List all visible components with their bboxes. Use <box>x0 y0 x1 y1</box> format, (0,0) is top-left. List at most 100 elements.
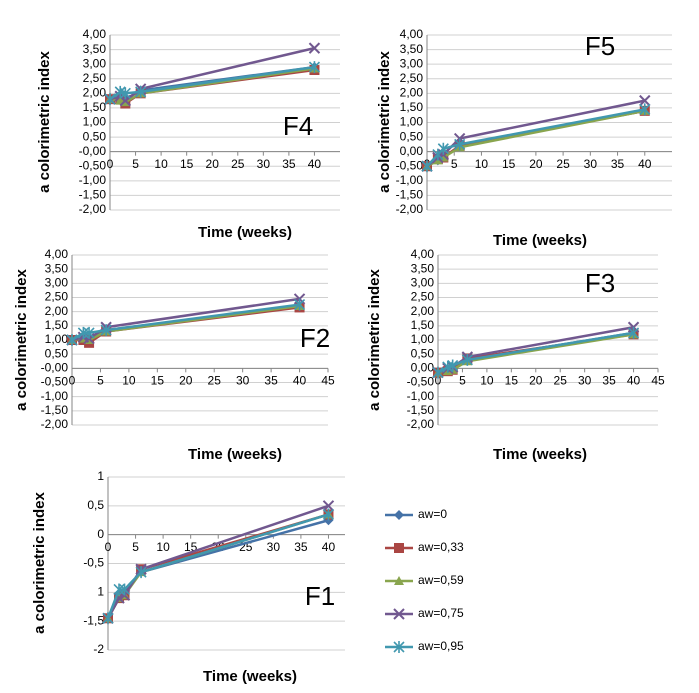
y-tick-label: -1,00 <box>79 173 107 187</box>
y-tick-label: -2,00 <box>79 202 107 216</box>
x-tick-label: 0 <box>107 157 114 171</box>
y-tick-label: 2,50 <box>411 290 435 304</box>
series-line <box>106 504 329 619</box>
x-tick-label: 25 <box>556 157 570 171</box>
legend-label: aw=0,75 <box>418 606 464 620</box>
y-tick-label: 0,00 <box>411 361 435 375</box>
y-tick-label: -1,50 <box>396 188 424 202</box>
marker <box>627 326 640 339</box>
y-tick-label: -2,00 <box>407 417 435 431</box>
y-tick-label: 3,50 <box>400 42 424 56</box>
y-axis-title: a colorimetric index <box>31 491 48 633</box>
x-tick-label: 10 <box>154 157 168 171</box>
y-tick-label: 0 <box>97 527 104 541</box>
y-tick-label: 4,00 <box>83 27 107 41</box>
y-tick-label: -1,50 <box>407 403 435 417</box>
x-tick-label: 45 <box>321 374 335 388</box>
marker <box>437 142 449 155</box>
x-tick-label: 0 <box>435 374 442 388</box>
x-tick-label: 35 <box>282 157 296 171</box>
y-tick-label: 4,00 <box>411 247 435 261</box>
y-tick-label: -0,00 <box>79 144 107 158</box>
y-axis-title: a colorimetric index <box>36 50 53 192</box>
x-tick-label: 10 <box>475 157 489 171</box>
marker <box>135 566 147 579</box>
marker <box>394 543 404 553</box>
x-tick-label: 5 <box>132 157 139 171</box>
x-tick-label: 0 <box>69 374 76 388</box>
x-tick-label: 10 <box>480 374 494 388</box>
marker <box>454 138 466 151</box>
x-tick-label: 40 <box>322 540 336 554</box>
x-tick-label: 5 <box>451 157 458 171</box>
x-tick-label: 25 <box>231 157 245 171</box>
y-axis-title: a colorimetric index <box>13 268 30 410</box>
y-tick-label: -0,5 <box>83 556 104 570</box>
y-tick-label: 0,00 <box>400 144 424 158</box>
y-tick-label: -0,50 <box>396 158 424 172</box>
y-tick-label: -2 <box>93 642 104 656</box>
legend-label: aw=0,33 <box>418 540 464 554</box>
marker <box>308 61 321 74</box>
x-tick-label: 35 <box>264 374 278 388</box>
y-tick-label: -1,50 <box>41 403 69 417</box>
marker <box>118 583 131 596</box>
x-tick-label: 30 <box>578 374 592 388</box>
marker <box>393 608 405 620</box>
annotation: F2 <box>300 323 330 353</box>
y-tick-label: 3,00 <box>411 276 435 290</box>
y-tick-label: 1,00 <box>400 115 424 129</box>
x-tick-label: 0 <box>105 540 112 554</box>
x-tick-label: 40 <box>293 374 307 388</box>
y-tick-label: 3,00 <box>83 56 107 70</box>
y-tick-label: 2,00 <box>83 86 107 100</box>
legend-label: aw=0,59 <box>418 573 464 587</box>
legend-label: aw=0 <box>418 507 447 521</box>
marker <box>119 87 131 100</box>
x-tick-label: 15 <box>151 374 165 388</box>
y-tick-label: 0,50 <box>83 129 107 143</box>
y-tick-label: 0,50 <box>400 129 424 143</box>
x-tick-label: 20 <box>529 157 543 171</box>
y-tick-label: -2,00 <box>41 417 69 431</box>
x-tick-label: 35 <box>294 540 308 554</box>
marker <box>308 42 321 54</box>
x-tick-label: 10 <box>122 374 136 388</box>
marker <box>100 324 112 337</box>
y-axis-title: a colorimetric index <box>376 50 393 192</box>
y-tick-label: 3,50 <box>83 42 107 56</box>
y-tick-label: -1,50 <box>79 188 107 202</box>
x-tick-label: 5 <box>97 374 104 388</box>
x-axis-title: Time (weeks) <box>493 446 587 463</box>
y-tick-label: -0,50 <box>41 375 69 389</box>
legend-label: aw=0,95 <box>418 639 464 653</box>
y-tick-label: 3,00 <box>45 276 69 290</box>
marker <box>104 93 116 106</box>
y-tick-label: -1,00 <box>41 389 69 403</box>
x-tick-label: 40 <box>638 157 652 171</box>
annotation: F5 <box>585 31 615 61</box>
x-tick-label: 30 <box>267 540 281 554</box>
marker <box>83 326 95 339</box>
y-tick-label: -0,50 <box>407 375 435 389</box>
y-tick-label: 2,00 <box>45 304 69 318</box>
x-tick-label: 5 <box>132 540 139 554</box>
y-tick-label: 3,50 <box>45 261 69 275</box>
x-axis-title: Time (weeks) <box>493 232 587 249</box>
y-tick-label: 1,00 <box>83 115 107 129</box>
y-tick-label: -1,5 <box>83 613 104 627</box>
x-tick-label: 5 <box>459 374 466 388</box>
y-tick-label: -0,00 <box>41 361 69 375</box>
y-tick-label: 0,50 <box>411 346 435 360</box>
y-tick-label: 2,50 <box>45 290 69 304</box>
x-tick-label: 10 <box>156 540 170 554</box>
x-tick-label: 40 <box>627 374 641 388</box>
y-tick-label: 2,00 <box>411 304 435 318</box>
x-axis-title: Time (weeks) <box>203 668 297 685</box>
x-tick-label: 35 <box>611 157 625 171</box>
x-tick-label: 20 <box>179 374 193 388</box>
y-tick-label: 0,50 <box>45 346 69 360</box>
x-tick-label: 25 <box>554 374 568 388</box>
y-tick-label: -0,50 <box>79 158 107 172</box>
